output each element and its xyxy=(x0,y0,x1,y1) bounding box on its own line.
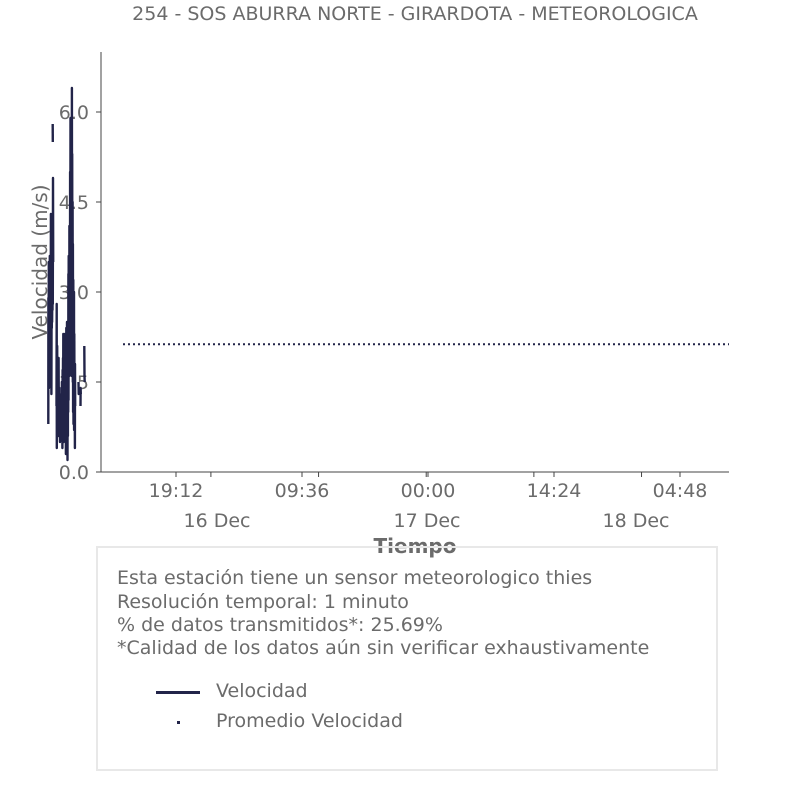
x-tick-label: 00:00 xyxy=(401,480,456,502)
velocidad-line-segment xyxy=(47,176,55,425)
velocidad-line-segment xyxy=(64,86,77,462)
chart-axes: 0.01.53.04.56.019:12 09:36 00:00 14:24 04:48… xyxy=(28,52,729,558)
y-tick-label: 4.5 xyxy=(59,192,89,214)
info-line-percentage: % de datos transmitidos*: 25.69% xyxy=(117,614,443,636)
legend-dot-swatch xyxy=(177,721,180,724)
info-box: Esta estación tiene un sensor meteorolog… xyxy=(96,546,718,771)
x-date-label: 18 Dec xyxy=(603,510,670,532)
y-tick-label: 0.0 xyxy=(59,462,89,484)
info-line-quality: *Calidad de los datos aún sin verificar … xyxy=(117,637,650,659)
velocidad-line-segment xyxy=(55,302,60,450)
legend-label-velocidad: Velocidad xyxy=(216,680,308,702)
x-date-label: 16 Dec xyxy=(184,510,251,532)
y-tick-label: 6.0 xyxy=(59,102,89,124)
x-tick-label: 04:48 xyxy=(653,480,708,502)
chart-title: 254 - SOS ABURRA NORTE - GIRARDOTA - MET… xyxy=(132,3,698,25)
x-date-label: 17 Dec xyxy=(394,510,461,532)
x-tick-label: 09:36 xyxy=(275,480,330,502)
legend-label-promedio: Promedio Velocidad xyxy=(216,710,403,732)
info-line-sensor: Esta estación tiene un sensor meteorolog… xyxy=(117,567,593,589)
chart-marks xyxy=(47,86,729,462)
x-tick-label: 14:24 xyxy=(527,480,582,502)
velocidad-line-segment xyxy=(58,386,62,444)
x-tick-label: 19:12 xyxy=(149,480,204,502)
legend-line-swatch xyxy=(156,691,200,694)
info-line-resolution: Resolución temporal: 1 minuto xyxy=(117,591,409,613)
